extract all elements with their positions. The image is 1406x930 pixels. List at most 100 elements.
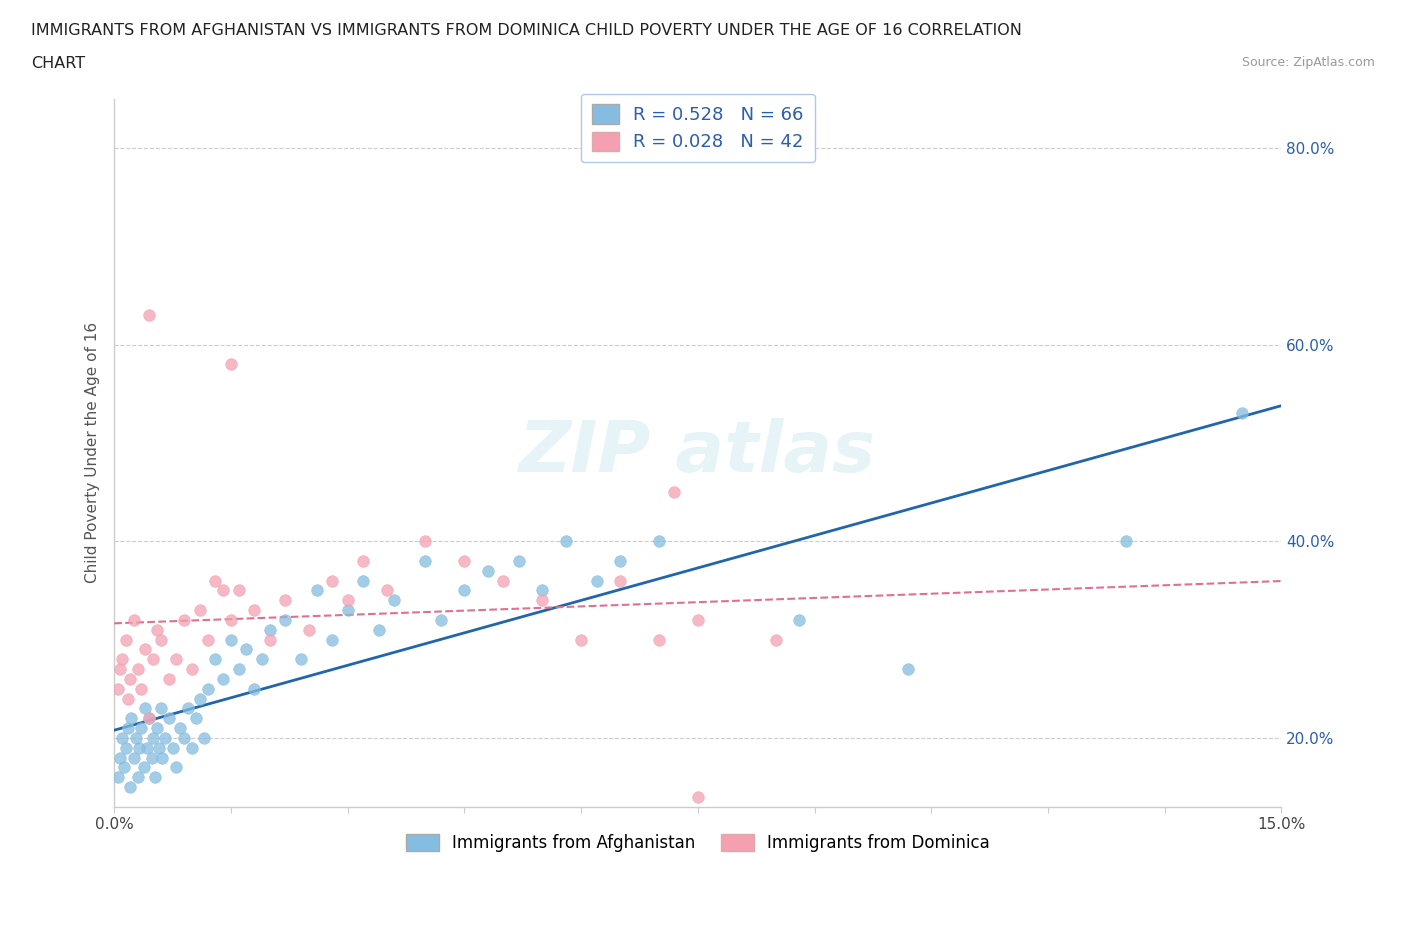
Point <box>173 730 195 745</box>
Point <box>135 740 157 755</box>
Point <box>664 485 686 499</box>
Point <box>228 661 250 676</box>
Point <box>367 622 389 637</box>
Point <box>477 564 499 578</box>
Point <box>184 711 207 725</box>
Point <box>569 632 592 647</box>
Point <box>118 671 141 686</box>
Point <box>204 652 226 667</box>
Point <box>138 711 160 725</box>
Point <box>115 740 138 755</box>
Point <box>235 642 257 657</box>
Point <box>162 740 184 755</box>
Point <box>554 534 576 549</box>
Point <box>193 730 215 745</box>
Point <box>122 612 145 627</box>
Point <box>897 661 920 676</box>
Point <box>181 661 204 676</box>
Point <box>148 740 170 755</box>
Point <box>212 583 235 598</box>
Point <box>111 652 134 667</box>
Point <box>765 632 787 647</box>
Point <box>228 583 250 598</box>
Point <box>149 632 172 647</box>
Point <box>492 573 515 588</box>
Point <box>146 721 169 736</box>
Point <box>127 770 149 785</box>
Point <box>122 751 145 765</box>
Point <box>274 612 297 627</box>
Point <box>375 583 398 598</box>
Point <box>117 721 139 736</box>
Point <box>321 632 343 647</box>
Point <box>290 652 312 667</box>
Point <box>648 534 671 549</box>
Point <box>197 632 219 647</box>
Point <box>110 751 132 765</box>
Point <box>165 652 187 667</box>
Point <box>157 711 180 725</box>
Point <box>142 652 165 667</box>
Point <box>111 730 134 745</box>
Point <box>336 603 359 618</box>
Point <box>197 682 219 697</box>
Point <box>152 751 174 765</box>
Point <box>648 632 671 647</box>
Point <box>415 534 437 549</box>
Point <box>117 691 139 706</box>
Point <box>787 612 810 627</box>
Point <box>352 553 374 568</box>
Text: Source: ZipAtlas.com: Source: ZipAtlas.com <box>1241 56 1375 69</box>
Point <box>107 682 129 697</box>
Point <box>127 661 149 676</box>
Legend: Immigrants from Afghanistan, Immigrants from Dominica: Immigrants from Afghanistan, Immigrants … <box>399 827 997 858</box>
Point <box>188 691 211 706</box>
Point <box>173 612 195 627</box>
Point <box>169 721 191 736</box>
Point <box>430 612 453 627</box>
Point <box>112 760 135 775</box>
Point <box>686 612 709 627</box>
Point <box>138 711 160 725</box>
Point <box>508 553 530 568</box>
Point <box>153 730 176 745</box>
Y-axis label: Child Poverty Under the Age of 16: Child Poverty Under the Age of 16 <box>86 322 100 583</box>
Point <box>131 721 153 736</box>
Point <box>585 573 607 588</box>
Point <box>146 622 169 637</box>
Point <box>115 632 138 647</box>
Point <box>131 682 153 697</box>
Point <box>274 592 297 607</box>
Point <box>453 553 475 568</box>
Point <box>107 770 129 785</box>
Point <box>188 603 211 618</box>
Point <box>118 779 141 794</box>
Point <box>298 622 321 637</box>
Point <box>120 711 142 725</box>
Point <box>250 652 273 667</box>
Text: IMMIGRANTS FROM AFGHANISTAN VS IMMIGRANTS FROM DOMINICA CHILD POVERTY UNDER THE : IMMIGRANTS FROM AFGHANISTAN VS IMMIGRANT… <box>31 23 1022 38</box>
Point <box>259 632 281 647</box>
Point <box>143 770 166 785</box>
Point <box>132 760 155 775</box>
Point <box>125 730 148 745</box>
Text: CHART: CHART <box>31 56 84 71</box>
Point <box>352 573 374 588</box>
Point <box>686 790 709 804</box>
Point <box>382 592 405 607</box>
Point <box>1232 405 1254 420</box>
Point <box>165 760 187 775</box>
Point <box>259 622 281 637</box>
Point <box>609 553 631 568</box>
Point <box>134 642 156 657</box>
Point <box>609 573 631 588</box>
Point <box>149 701 172 716</box>
Point <box>531 583 554 598</box>
Point <box>219 357 242 372</box>
Point <box>212 671 235 686</box>
Point <box>219 612 242 627</box>
Point <box>142 730 165 745</box>
Text: ZIP atlas: ZIP atlas <box>519 418 876 487</box>
Point <box>321 573 343 588</box>
Point <box>336 592 359 607</box>
